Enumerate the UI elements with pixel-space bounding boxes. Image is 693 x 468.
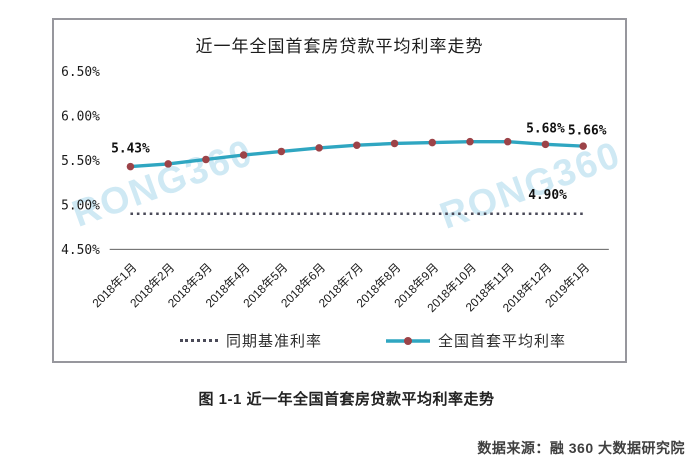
benchmark-line-swatch	[180, 339, 218, 342]
svg-text:5.66%: 5.66%	[568, 123, 607, 138]
point-labels: 5.43% 5.68% 5.66%	[111, 121, 607, 156]
legend-label-benchmark: 同期基准利率	[226, 333, 323, 350]
svg-text:4.50%: 4.50%	[61, 243, 100, 258]
watermark-text-1: RONG360	[434, 133, 625, 237]
legend-label-average: 全国首套平均利率	[438, 333, 567, 350]
svg-text:5.68%: 5.68%	[526, 121, 565, 136]
average-line-swatch	[386, 336, 431, 345]
svg-text:6.50%: 6.50%	[61, 65, 100, 80]
chart-title: 近一年全国首套房贷款平均利率走势	[195, 37, 484, 56]
legend-item-average: 全国首套平均利率	[386, 330, 566, 351]
watermark-text-0: RONG360	[67, 131, 259, 235]
svg-text:5.43%: 5.43%	[111, 142, 150, 157]
chart-svg: RONG360 RONG360 6.50% 6.00% 5.50% 5.00% 4.50% 2…	[61, 65, 625, 315]
svg-text:5.50%: 5.50%	[61, 154, 100, 169]
figure-caption: 图 1-1 近一年全国首套房贷款平均利率走势	[198, 391, 495, 408]
chart-box: 近一年全国首套房贷款平均利率走势 RONG360 RONG360 6.50% 6.00…	[52, 18, 627, 363]
average-rate-markers	[126, 137, 587, 171]
benchmark-rate-label: 4.90%	[528, 188, 567, 203]
x-tick-labels: 2018年1月2018年2月2018年3月2018年4月2018年5月2018年…	[89, 260, 592, 315]
chart-legend: 同期基准利率 全国首套平均利率	[180, 330, 566, 351]
data-source: 数据来源：融 360 大数据研究院	[477, 440, 685, 456]
svg-text:6.00%: 6.00%	[61, 109, 100, 124]
svg-text:5.00%: 5.00%	[61, 198, 100, 213]
legend-item-benchmark: 同期基准利率	[180, 330, 322, 351]
y-tick-labels: 6.50% 6.00% 5.50% 5.00% 4.50%	[61, 65, 100, 258]
